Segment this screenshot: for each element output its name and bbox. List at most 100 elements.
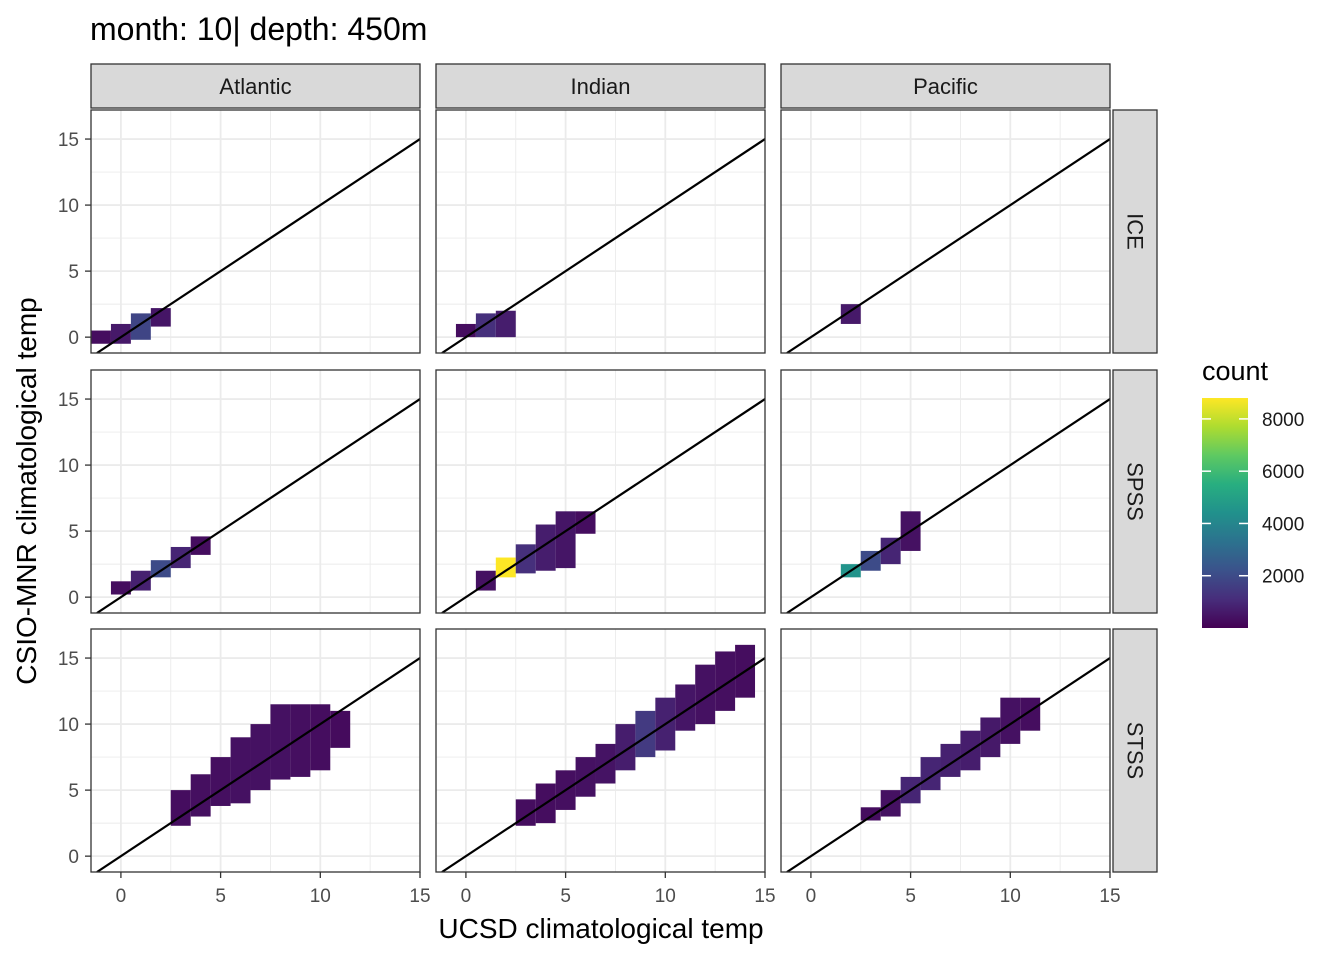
y-tick-label: 10 <box>58 456 79 477</box>
x-tick-label: 0 <box>116 886 127 907</box>
heatmap-cell <box>840 304 861 324</box>
x-tick-label: 15 <box>409 886 430 907</box>
y-tick-label: 5 <box>68 781 79 802</box>
heatmap-cell <box>290 704 311 777</box>
panel-border <box>90 369 421 614</box>
panel-indian-ice <box>435 109 766 354</box>
identity-line <box>96 138 420 353</box>
heatmap-cell <box>475 570 496 591</box>
legend-tick-label: 6000 <box>1262 462 1304 483</box>
panel-border <box>435 109 766 354</box>
y-tick-label: 15 <box>58 390 79 411</box>
panel-border <box>780 109 1111 354</box>
panel-background <box>91 110 420 353</box>
heatmap-cell <box>250 724 271 791</box>
heatmap-cell <box>535 524 556 571</box>
identity-line <box>786 138 1110 353</box>
heatmap-cell <box>715 651 736 711</box>
legend-colorbar <box>1202 398 1248 628</box>
y-tick-label: 0 <box>68 328 79 349</box>
x-axis-title: UCSD climatological temp <box>438 913 763 944</box>
identity-line <box>441 138 765 353</box>
identity-line <box>786 657 1110 872</box>
facet-strip-indian <box>435 63 766 109</box>
panel-border <box>435 369 766 614</box>
facet-strip-label: SPSS <box>1123 462 1148 521</box>
heatmap-cell <box>675 684 696 731</box>
panel-background <box>436 110 765 353</box>
heatmap-cell <box>920 757 941 791</box>
x-tick-label: 5 <box>905 886 916 907</box>
heatmap-cells <box>91 308 171 344</box>
panel-background <box>781 370 1110 613</box>
legend-title: count <box>1202 356 1269 386</box>
heatmap-cell <box>475 313 496 338</box>
heatmap-cell <box>330 710 351 748</box>
heatmap-cell <box>940 743 961 777</box>
panel-border <box>435 628 766 873</box>
y-tick-label: 0 <box>68 588 79 609</box>
facet-strip-stss <box>1112 628 1158 873</box>
identity-line <box>441 657 765 872</box>
panel-atlantic-spss: 0 5 10 15 <box>58 369 421 614</box>
heatmap-cell <box>615 724 636 771</box>
heatmap-cells <box>515 644 756 826</box>
heatmap-cell <box>880 537 901 565</box>
heatmap-cell <box>860 807 881 821</box>
heatmap-cell <box>210 757 231 806</box>
heatmap-cell <box>190 774 211 817</box>
x-tick-label: 0 <box>461 886 472 907</box>
heatmap-cells <box>840 304 861 324</box>
facet-strip-atlantic <box>90 63 421 109</box>
facet-strip-label: ICE <box>1123 213 1148 250</box>
identity-line <box>786 398 1110 613</box>
y-tick-label: 15 <box>58 130 79 151</box>
heatmap-cell <box>150 308 171 327</box>
y-tick-label: 15 <box>58 649 79 670</box>
panel-background <box>781 110 1110 353</box>
identity-line <box>96 657 420 872</box>
chart-title: month: 10| depth: 450m <box>90 11 427 47</box>
heatmap-cell <box>635 710 656 758</box>
heatmap-cell <box>110 323 131 344</box>
panel-pacific-spss <box>780 369 1111 614</box>
legend-tick-label: 8000 <box>1262 410 1304 431</box>
heatmap-cell <box>270 704 291 780</box>
panel-indian-spss <box>435 369 766 614</box>
heatmap-cell <box>110 581 131 595</box>
heatmap-cell <box>170 790 191 826</box>
x-tick-label: 10 <box>1000 886 1021 907</box>
legend-tick-label: 2000 <box>1262 567 1304 588</box>
facet-strip-label: Pacific <box>913 74 978 99</box>
heatmap-cell <box>91 330 111 344</box>
panel-border <box>780 628 1111 873</box>
x-tick-label: 0 <box>806 886 817 907</box>
x-tick-label: 10 <box>310 886 331 907</box>
panel-atlantic-stss: 0 5 10 15 0 5 10 15 <box>58 628 431 907</box>
heatmap-cells <box>860 697 1041 821</box>
heatmap-cell <box>575 511 596 534</box>
facet-strip-label: STSS <box>1123 722 1148 779</box>
legend-ticks: 2000 4000 6000 8000 <box>1202 410 1304 588</box>
heatmap-cell <box>230 737 251 804</box>
facet-strip-pacific <box>780 63 1111 109</box>
facet-strip-label: Atlantic <box>219 74 291 99</box>
x-tick-label: 10 <box>655 886 676 907</box>
heatmap-cells <box>475 511 596 591</box>
facet-panels: Atlantic Indian Pacific ICE SPSS STSS 0 5 10 15 0 5… <box>58 63 1158 907</box>
heatmap-cell <box>130 313 151 340</box>
heatmap-cell <box>1020 697 1041 731</box>
legend-tick-label: 4000 <box>1262 514 1304 535</box>
heatmap-cell <box>515 544 536 574</box>
y-axis-title: CSIO-MNR climatological temp <box>11 297 42 684</box>
heatmap-cell <box>495 310 516 338</box>
heatmap-cell <box>1000 697 1021 744</box>
x-tick-label: 15 <box>754 886 775 907</box>
x-tick-label: 15 <box>1099 886 1120 907</box>
panel-pacific-stss: 0 5 10 15 <box>780 628 1121 907</box>
panel-border <box>780 369 1111 614</box>
x-tick-label: 5 <box>560 886 571 907</box>
panel-indian-stss: 0 5 10 15 <box>435 628 776 907</box>
identity-line <box>441 398 765 613</box>
